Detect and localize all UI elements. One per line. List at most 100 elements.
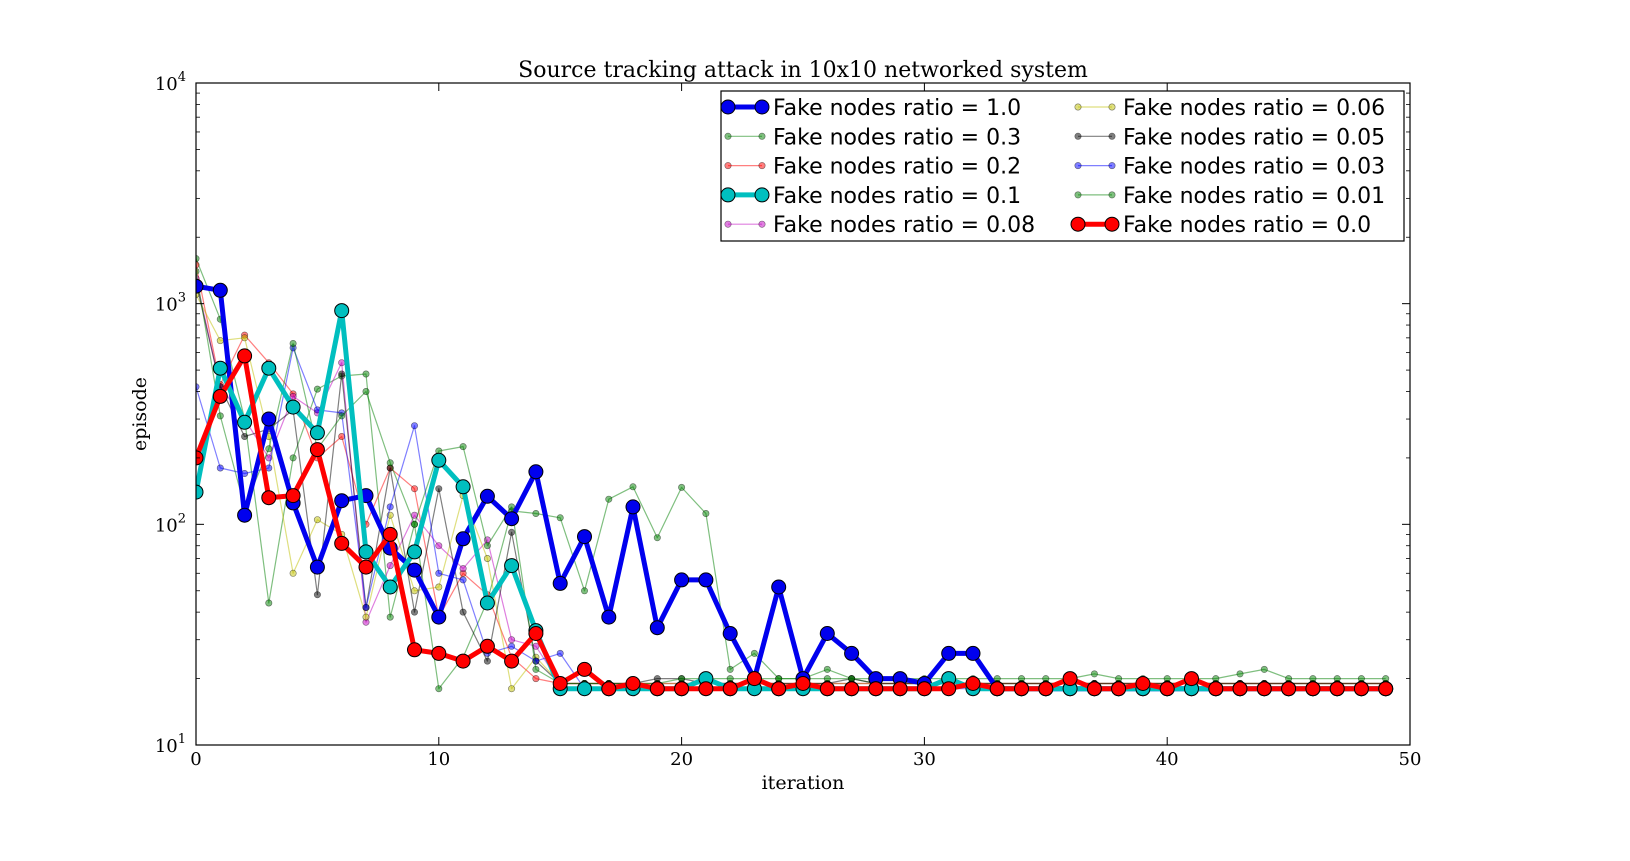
data-point [965,645,981,661]
data-point [1357,675,1365,683]
data-point [532,675,540,683]
x-tick-label: 30 [913,749,936,770]
data-point [1062,671,1078,687]
data-point [237,414,253,430]
data-point [848,675,856,683]
legend-marker [758,162,766,170]
legend-marker [1104,216,1120,232]
data-point [386,459,394,467]
data-point [334,493,350,509]
legend-marker [1070,216,1086,232]
data-point [649,681,665,697]
data-point [455,531,471,547]
data-point [334,535,350,551]
legend-label: Fake nodes ratio = 1.0 [773,96,1021,121]
data-point [678,675,686,683]
data-point [823,665,831,673]
data-point [678,483,686,491]
data-point [459,443,467,451]
data-point [1329,681,1345,697]
data-point [722,681,738,697]
data-point [532,665,540,673]
data-point [334,303,350,319]
legend: Fake nodes ratio = 1.0 Fake nodes ratio =… [720,90,1405,242]
data-point [625,676,641,691]
data-point [674,572,690,588]
data-point [941,645,957,661]
data-point [410,587,418,595]
data-point [338,370,346,378]
data-point [459,576,467,584]
y-tick-label: 103 [155,291,186,316]
legend-marker [754,187,770,203]
data-point [601,609,617,625]
data-point [625,499,641,515]
data-point [1285,675,1293,683]
data-point [431,645,447,661]
legend-marker [1074,191,1082,199]
legend-marker [1074,103,1082,111]
axis-ticks: 0 10 20 30 40 50 101 102 103 104 [155,70,1422,770]
data-point [775,675,783,683]
legend-label: Fake nodes ratio = 0.03 [1123,155,1385,180]
data-point [479,488,495,504]
data-point [237,507,253,523]
data-point [508,528,516,536]
data-point [410,608,418,616]
data-point [653,534,661,542]
data-point [1232,681,1248,697]
data-point [1281,681,1297,697]
data-point [435,569,443,577]
data-point [1212,675,1220,683]
data-point [528,626,544,641]
legend-label: Fake nodes ratio = 0.2 [773,155,1021,180]
data-point [212,282,228,298]
legend-marker [758,132,766,140]
y-tick-label: 102 [155,511,186,536]
legend-item: Fake nodes ratio = 0.1 [720,184,1021,209]
data-point [362,370,370,378]
data-point [844,681,860,697]
legend-marker [1074,162,1082,170]
data-point [1090,670,1098,678]
legend-marker [720,187,736,203]
data-point [1305,681,1321,697]
data-point [407,642,422,658]
data-point [309,425,325,441]
data-point [698,681,714,697]
data-point [410,520,418,528]
data-point [1184,671,1199,687]
data-point [1309,675,1317,683]
data-point [459,608,467,616]
data-point [844,645,860,661]
data-point [196,278,204,294]
data-point [289,569,297,577]
data-point [1038,681,1054,697]
legend-label: Fake nodes ratio = 0.3 [773,125,1021,150]
data-point [196,484,204,500]
legend-marker [1108,103,1116,111]
data-point [455,479,471,495]
data-point [746,671,762,687]
legend-marker [724,220,732,228]
legend-item: Fake nodes ratio = 0.0 [1070,213,1371,238]
data-point [261,360,277,376]
data-point [702,509,710,517]
data-point [358,544,374,560]
data-point [1256,681,1272,697]
data-point [556,649,564,657]
data-point [382,526,398,542]
data-point [1353,681,1369,697]
data-point [868,681,884,697]
data-point [556,514,564,522]
data-point [1014,681,1029,697]
data-point [965,676,981,691]
data-point [916,681,932,697]
data-point [459,565,467,573]
data-point [504,511,520,527]
data-point [649,620,665,636]
data-point [941,681,957,697]
data-point [577,661,592,677]
data-point [261,411,277,427]
